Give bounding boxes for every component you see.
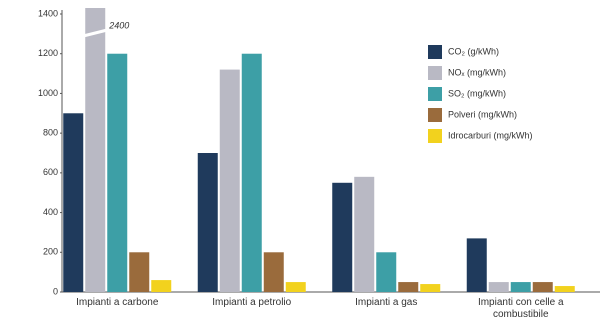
bar <box>285 282 306 292</box>
x-tick-label: Impianti a petrolio <box>212 297 292 308</box>
legend-swatch <box>428 66 442 80</box>
bar <box>151 280 172 292</box>
legend-label: Polveri (mg/kWh) <box>448 109 517 119</box>
x-tick-label: Impianti a carbone <box>76 297 159 308</box>
y-tick-label: 800 <box>43 128 58 138</box>
legend-swatch <box>428 129 442 143</box>
x-tick-label: Impianti con celle a combustibile <box>477 297 564 320</box>
legend-label: Idrocarburi (mg/kWh) <box>448 130 533 140</box>
axis-break <box>82 28 108 38</box>
y-tick-label: 200 <box>43 247 58 257</box>
bar <box>129 252 150 292</box>
y-tick-label: 0 <box>53 286 58 296</box>
bar <box>420 284 441 292</box>
bar <box>107 53 128 292</box>
bar <box>263 252 284 292</box>
y-tick-label: 400 <box>43 207 58 217</box>
plot-area <box>63 8 575 293</box>
bar <box>63 113 84 293</box>
legend-label: CO₂ (g/kWh) <box>448 46 499 56</box>
legend-swatch <box>428 45 442 59</box>
bar <box>554 286 575 292</box>
bar <box>85 8 106 292</box>
bar <box>376 252 397 292</box>
bar <box>466 238 487 292</box>
bar <box>197 153 218 292</box>
bar <box>219 69 240 292</box>
y-tick-label: 600 <box>43 167 58 177</box>
y-tick-label: 1200 <box>38 48 58 58</box>
legend-label: SO₂ (mg/kWh) <box>448 88 506 98</box>
data-label: 2400 <box>108 20 129 30</box>
bar <box>332 182 353 292</box>
legend-swatch <box>428 108 442 122</box>
x-tick-label: Impianti a gas <box>355 297 418 308</box>
bar <box>354 176 375 292</box>
bar <box>241 53 262 292</box>
bar <box>398 282 419 292</box>
bar <box>510 282 531 292</box>
y-tick-label: 1000 <box>38 88 58 98</box>
y-tick-label: 1400 <box>38 8 58 18</box>
bar <box>532 282 553 292</box>
legend-label: NOₓ (mg/kWh) <box>448 67 506 77</box>
bar <box>488 282 509 292</box>
legend-swatch <box>428 87 442 101</box>
